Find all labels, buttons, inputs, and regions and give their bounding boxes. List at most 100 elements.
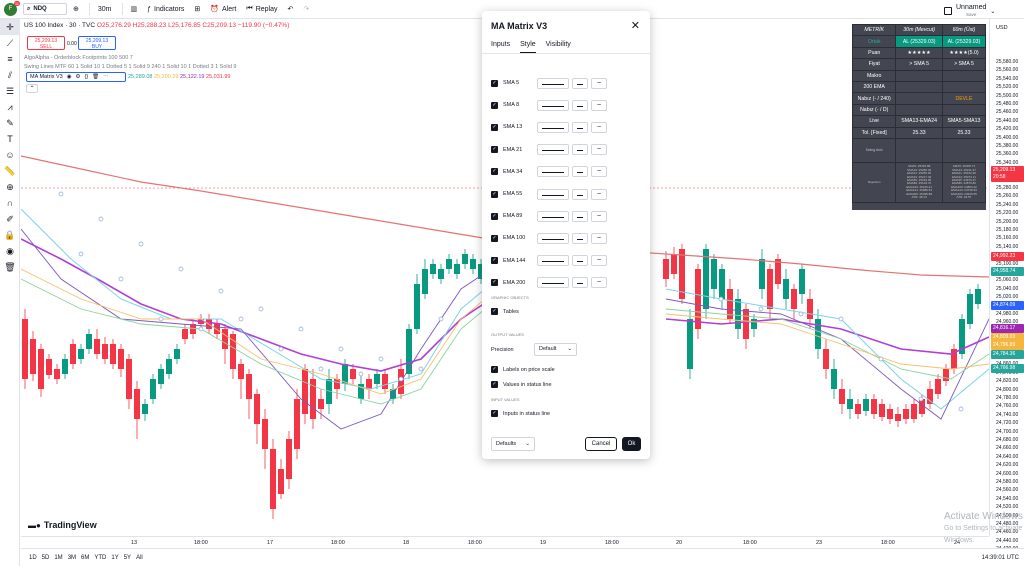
line-width-select[interactable] bbox=[572, 210, 588, 222]
redo-button[interactable]: ↷ bbox=[303, 5, 309, 13]
ma-visible-checkbox[interactable]: ✓ bbox=[491, 257, 498, 265]
line-width-select[interactable] bbox=[572, 99, 588, 111]
tab-inputs[interactable]: Inputs bbox=[491, 41, 511, 48]
buy-button[interactable]: 25,209.13 BUY bbox=[78, 36, 116, 50]
line-width-select[interactable] bbox=[572, 188, 588, 200]
chevron-down-icon[interactable]: ⌄ bbox=[990, 8, 996, 15]
inputs-checkbox[interactable]: ✓ bbox=[491, 410, 498, 417]
line-style-select[interactable]: ~ bbox=[591, 232, 607, 244]
ma-visible-checkbox[interactable]: ✓ bbox=[491, 168, 498, 176]
compare-button[interactable]: ⊕ bbox=[73, 5, 79, 13]
brush-icon[interactable]: ✎ bbox=[6, 117, 14, 128]
line-width-select[interactable] bbox=[572, 144, 588, 156]
line-width-select[interactable] bbox=[572, 121, 588, 133]
range-button-1y[interactable]: 1Y bbox=[111, 554, 119, 561]
lock-icon[interactable]: 🔒 bbox=[4, 229, 16, 240]
undo-button[interactable]: ↶ bbox=[288, 5, 294, 13]
emoji-icon[interactable]: ☺ bbox=[5, 150, 15, 160]
timeframe-button[interactable]: 30m bbox=[97, 5, 112, 13]
layout-name[interactable]: Unnamed Save bbox=[956, 4, 987, 17]
indicator-legend-ma-matrix[interactable]: MA Matrix V3 ◉ ⚙ {} 🗑 ⋯ bbox=[26, 72, 126, 82]
range-button-6m[interactable]: 6M bbox=[81, 554, 90, 561]
clock[interactable]: 14:39:01 UTC bbox=[981, 554, 1019, 561]
line-style-select[interactable]: ~ bbox=[591, 277, 607, 289]
line-style-select[interactable]: ~ bbox=[591, 99, 607, 111]
indicator-legend-swing[interactable]: Swing Lines MTF 60 1 Solid 10 1 Dotted 5… bbox=[24, 64, 237, 70]
cancel-button[interactable]: Cancel bbox=[585, 437, 617, 451]
tables-option[interactable]: ✓ Tables bbox=[491, 308, 519, 315]
tables-checkbox[interactable]: ✓ bbox=[491, 308, 498, 315]
color-swatch[interactable] bbox=[537, 144, 569, 156]
close-icon[interactable]: ✕ bbox=[630, 20, 640, 32]
fib-icon[interactable]: ☰ bbox=[5, 85, 15, 96]
ma-visible-checkbox[interactable]: ✓ bbox=[491, 146, 498, 154]
color-swatch[interactable] bbox=[537, 255, 569, 267]
line-width-select[interactable] bbox=[572, 77, 588, 89]
replay-button[interactable]: ⏮ Replay bbox=[246, 5, 278, 13]
range-button-ytd[interactable]: YTD bbox=[94, 554, 107, 561]
range-button-all[interactable]: All bbox=[136, 554, 143, 561]
range-button-5y[interactable]: 5Y bbox=[123, 554, 132, 561]
collapse-legend-button[interactable]: ⌃ bbox=[26, 84, 38, 93]
layout-checkbox[interactable] bbox=[944, 7, 952, 15]
ma-visible-checkbox[interactable]: ✓ bbox=[491, 190, 498, 198]
color-swatch[interactable] bbox=[537, 121, 569, 133]
ok-button[interactable]: Ok bbox=[622, 437, 641, 451]
color-swatch[interactable] bbox=[537, 77, 569, 89]
line-style-select[interactable]: ~ bbox=[591, 121, 607, 133]
magnet-icon[interactable]: ∩ bbox=[6, 198, 14, 208]
indicators-button[interactable]: ƒ Indicators bbox=[147, 5, 185, 13]
horizontal-lines-icon[interactable]: ≡ bbox=[7, 54, 13, 64]
line-width-select[interactable] bbox=[572, 232, 588, 244]
zoom-icon[interactable]: ⊕ bbox=[6, 181, 14, 192]
color-swatch[interactable] bbox=[537, 99, 569, 111]
user-avatar[interactable]: F 11 bbox=[4, 0, 20, 16]
alert-button[interactable]: ⏰ Alert bbox=[210, 5, 237, 14]
color-swatch[interactable] bbox=[537, 232, 569, 244]
price-scale[interactable]: USD 25,580.00 25,560.00 25,540.00 25,520.00… bbox=[989, 19, 1024, 552]
line-width-select[interactable] bbox=[572, 277, 588, 289]
color-swatch[interactable] bbox=[537, 166, 569, 178]
line-style-select[interactable]: ~ bbox=[591, 166, 607, 178]
settings-icon[interactable]: ⚙ bbox=[75, 74, 81, 80]
channel-icon[interactable]: ⫽ bbox=[7, 69, 12, 80]
labels-checkbox[interactable]: ✓ bbox=[491, 366, 498, 373]
chart-type-button[interactable]: ▥ bbox=[131, 5, 138, 13]
symbol-search[interactable]: ⌕ NDQ bbox=[23, 3, 67, 15]
ma-visible-checkbox[interactable]: ✓ bbox=[491, 123, 498, 131]
ma-visible-checkbox[interactable]: ✓ bbox=[491, 79, 498, 87]
eye-icon[interactable]: ◉ bbox=[66, 74, 72, 80]
range-button-1d[interactable]: 1D bbox=[29, 554, 37, 561]
pattern-icon[interactable]: ⩘ bbox=[7, 101, 13, 112]
text-icon[interactable]: T bbox=[7, 134, 13, 144]
range-button-1m[interactable]: 1M bbox=[54, 554, 63, 561]
ma-visible-checkbox[interactable]: ✓ bbox=[491, 101, 498, 109]
line-style-select[interactable]: ~ bbox=[591, 77, 607, 89]
defaults-button[interactable]: Defaults ⌄ bbox=[491, 437, 535, 451]
crosshair-icon[interactable]: ✛ bbox=[0, 19, 20, 35]
trendline-icon[interactable]: ⟋ bbox=[6, 37, 14, 48]
ruler-icon[interactable]: 📏 bbox=[4, 165, 16, 176]
line-style-select[interactable]: ~ bbox=[591, 188, 607, 200]
ma-visible-checkbox[interactable]: ✓ bbox=[491, 234, 498, 242]
values-in-status-line-option[interactable]: ✓ Values in status line bbox=[491, 381, 552, 388]
source-icon[interactable]: {} bbox=[84, 74, 89, 80]
trash-icon[interactable]: 🗑 bbox=[92, 74, 100, 80]
sell-button[interactable]: 25,209.13 SELL bbox=[27, 36, 65, 50]
ma-visible-checkbox[interactable]: ✓ bbox=[491, 212, 498, 220]
trash-icon[interactable]: 🗑 bbox=[4, 261, 16, 272]
more-icon[interactable]: ⋯ bbox=[103, 74, 109, 80]
line-width-select[interactable] bbox=[572, 255, 588, 267]
ma-visible-checkbox[interactable]: ✓ bbox=[491, 279, 498, 287]
templates-button[interactable]: ⊞ bbox=[194, 5, 200, 13]
time-scale[interactable]: 13 18:00 17 18:00 18 18:00 19 18:00 20 18:00 23 18:… bbox=[21, 536, 989, 548]
color-swatch[interactable] bbox=[537, 188, 569, 200]
currency-label[interactable]: USD bbox=[996, 25, 1008, 31]
precision-select[interactable]: Default ⌄ bbox=[534, 343, 577, 356]
line-style-select[interactable]: ~ bbox=[591, 210, 607, 222]
line-style-select[interactable]: ~ bbox=[591, 144, 607, 156]
line-style-select[interactable]: ~ bbox=[591, 255, 607, 267]
color-swatch[interactable] bbox=[537, 210, 569, 222]
price-chart[interactable] bbox=[21, 19, 989, 536]
line-width-select[interactable] bbox=[572, 166, 588, 178]
